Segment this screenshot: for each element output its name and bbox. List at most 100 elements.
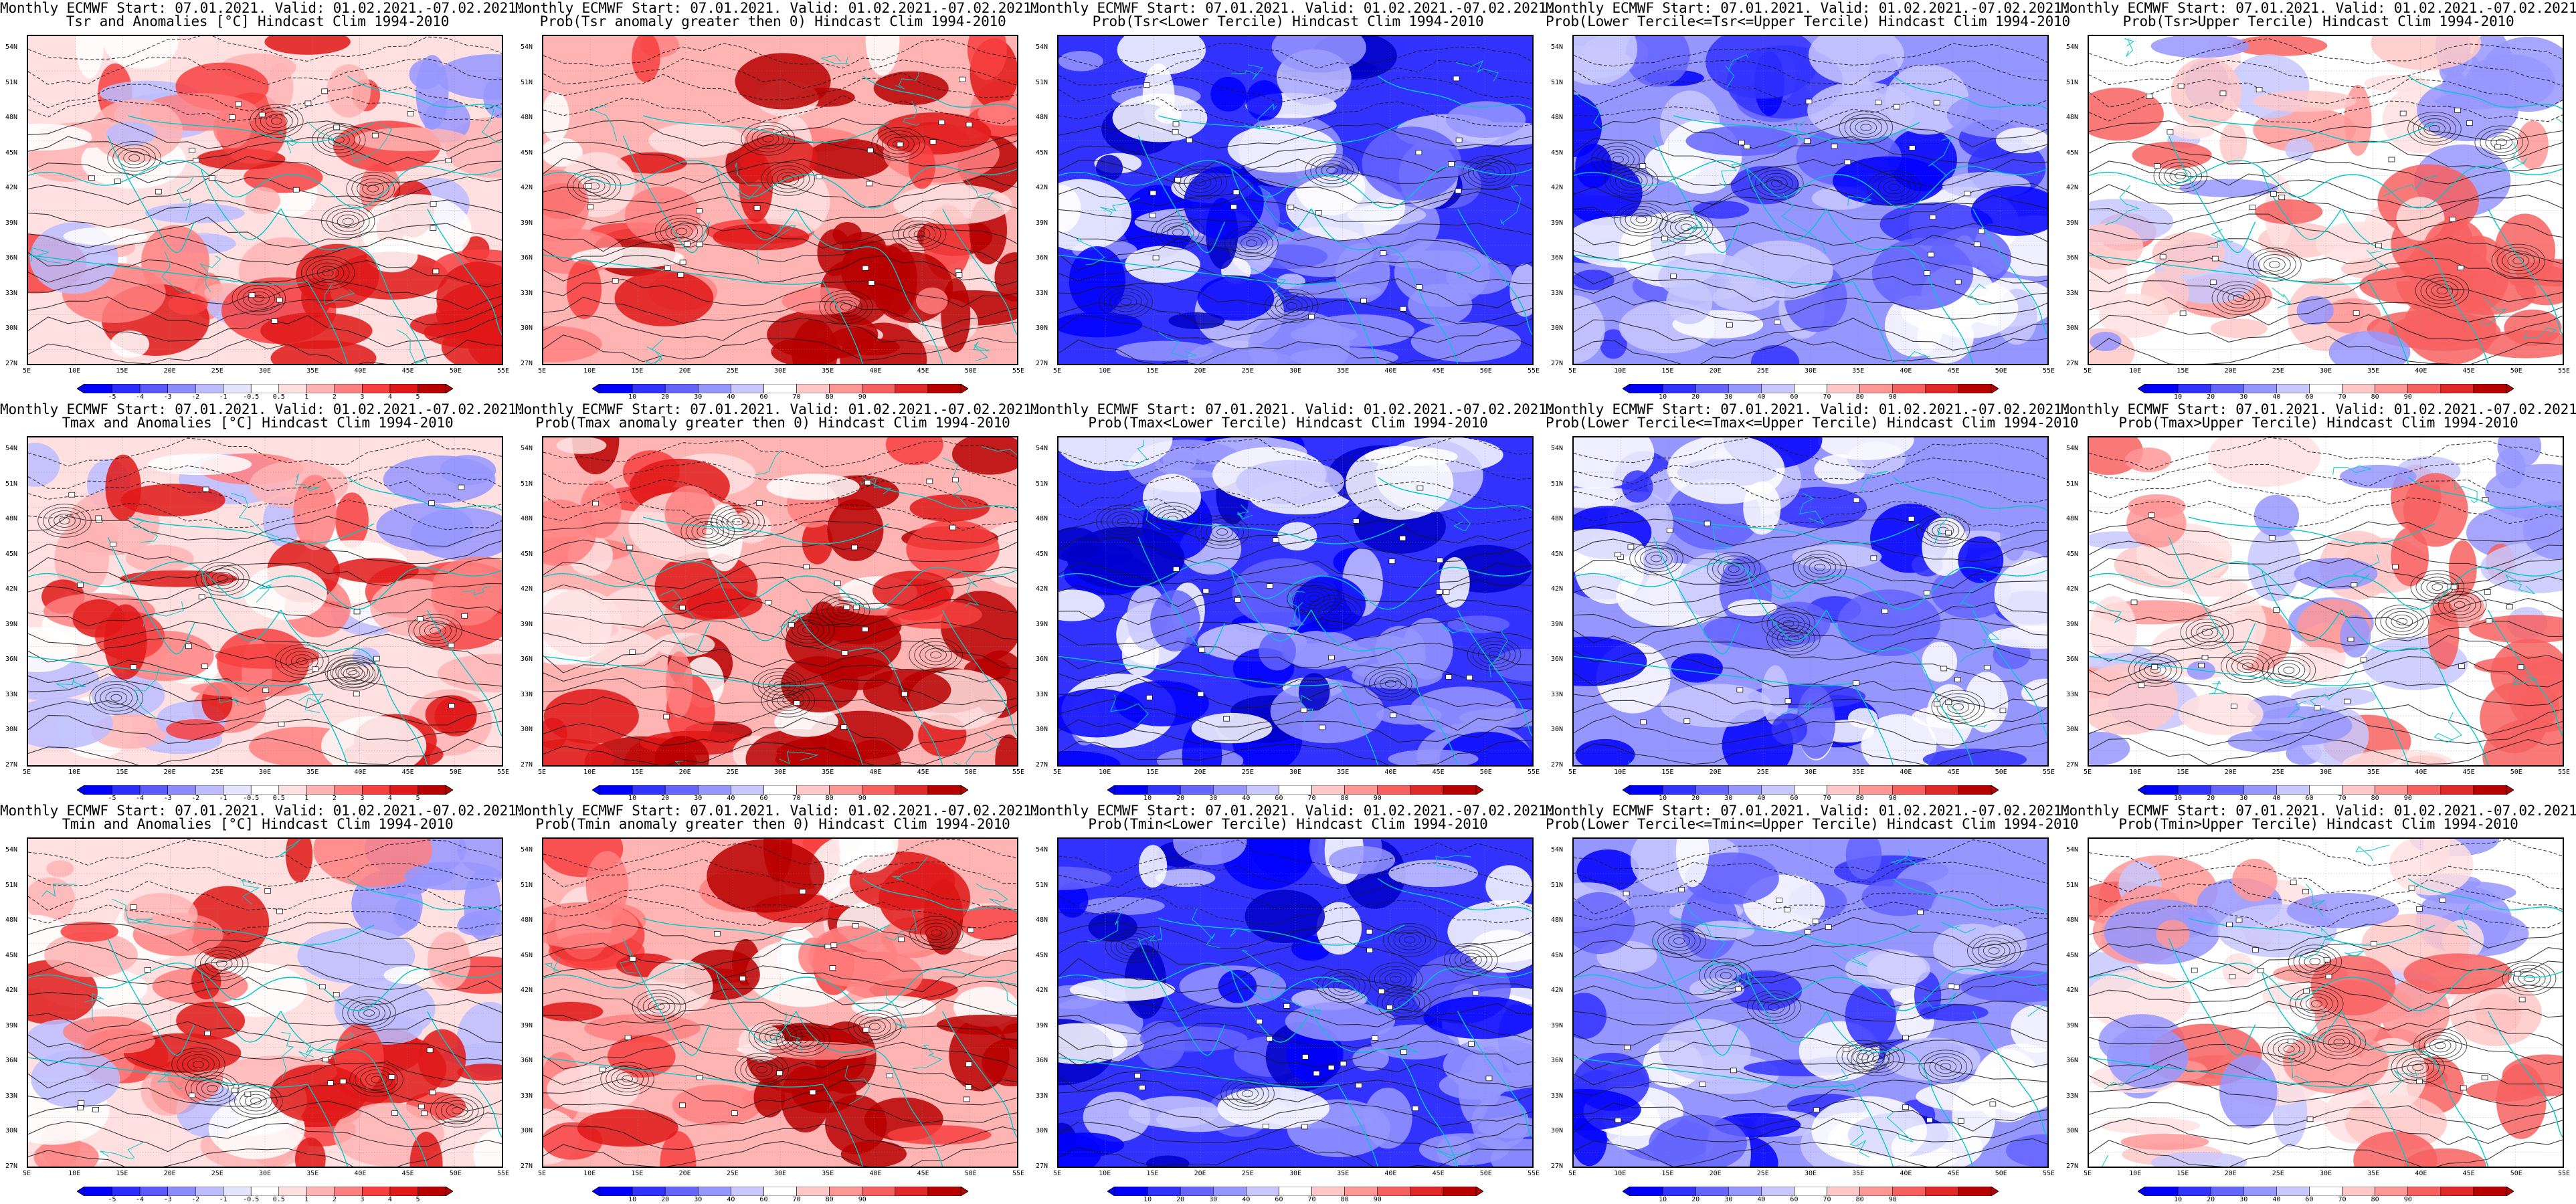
- colorbar-tick-label: -5: [108, 393, 116, 401]
- colorbar-tick-label: 40: [1757, 393, 1765, 401]
- longitude-label: 40E: [1900, 368, 1912, 375]
- colorbar-tick-label: 30: [1724, 1196, 1732, 1204]
- latitude-label: 30N: [1551, 726, 1563, 733]
- longitude-label: 45E: [1948, 368, 1960, 375]
- latitude-label: 30N: [2066, 726, 2078, 733]
- colorbar-swatch: [1761, 1187, 1794, 1196]
- longitude-label: 40E: [2415, 368, 2427, 375]
- latitude-label: 36N: [2066, 656, 2078, 663]
- colorbar-swatch: [279, 785, 307, 795]
- colorbar-labels: 10 20 30 40 60 70 80 90: [1623, 1196, 1999, 1204]
- longitude-label: 15E: [2177, 368, 2189, 375]
- colorbar-tick-label: 80: [826, 393, 834, 401]
- colorbar: [1623, 384, 1999, 393]
- colorbar-swatch: [1180, 785, 1213, 795]
- colorbar-swatch: [251, 1187, 279, 1196]
- colorbar-swatch: [1827, 1187, 1860, 1196]
- colorbar-swatch: [731, 785, 763, 795]
- colorbar-swatch: [1893, 785, 1926, 795]
- colorbar-swatch: [2211, 785, 2243, 795]
- colorbar-swatch: [632, 785, 665, 795]
- colorbar-swatch: [1794, 785, 1827, 795]
- colorbar-tick-label: -0.5: [243, 795, 259, 803]
- colorbar-tick-label: 30: [1724, 393, 1732, 401]
- latitude-label: 45N: [2066, 150, 2078, 157]
- longitude-label: 40E: [2415, 1171, 2427, 1177]
- longitude-label: 25E: [2272, 368, 2284, 375]
- colorbar-tick-label: -3: [164, 795, 172, 803]
- colorbar-swatch: [2375, 1187, 2408, 1196]
- latitude-label: 54N: [521, 847, 533, 854]
- colorbar-tick-label: 10: [2174, 795, 2182, 803]
- colorbar-tick-label: 70: [793, 393, 801, 401]
- colorbar-swatch: [306, 1187, 335, 1196]
- longitude-label: 55E: [1528, 368, 1540, 375]
- colorbar-tick-label: -5: [108, 795, 116, 803]
- colorbar-tick-label: 40: [2272, 393, 2280, 401]
- colorbar: [1107, 785, 1483, 795]
- colorbar-tick-label: -2: [191, 795, 199, 803]
- longitude-label: 40E: [869, 1171, 881, 1177]
- forecast-panel: Monthly ECMWF Start: 07.01.2021. Valid: …: [1546, 401, 2061, 803]
- colorbar-tick-label: 40: [2272, 1196, 2280, 1204]
- longitude-label: 45E: [2463, 769, 2475, 776]
- longitude-label: 25E: [1242, 769, 1254, 776]
- colorbar-swatch: [1827, 384, 1860, 393]
- colorbar-swatch: [251, 384, 279, 393]
- latitude-label: 42N: [1036, 185, 1048, 191]
- longitude-label: 10E: [2129, 1171, 2141, 1177]
- longitude-label: 40E: [1900, 769, 1912, 776]
- longitude-label: 55E: [1012, 769, 1024, 776]
- longitude-label: 15E: [116, 769, 128, 776]
- longitude-label: 50E: [1480, 1171, 1492, 1177]
- colorbar-tick-label: 5: [416, 393, 420, 401]
- colorbar-swatch: [1630, 384, 1663, 393]
- forecast-panel: Monthly ECMWF Start: 07.01.2021. Valid: …: [2061, 401, 2576, 803]
- colorbar-labels: 10 20 30 40 60 70 80 90: [1623, 393, 1999, 401]
- longitude-label: 50E: [2510, 1171, 2522, 1177]
- latitude-label: 45N: [2066, 952, 2078, 959]
- colorbar-swatch: [168, 785, 196, 795]
- longitude-label: 20E: [1710, 368, 1722, 375]
- colorbar-swatch: [1958, 1187, 1991, 1196]
- panel-title: Prob(Tsr anomaly greater then 0) Hindcas…: [515, 14, 1030, 29]
- colorbar-swatch: [1115, 785, 1147, 795]
- latitude-label: 30N: [521, 325, 533, 332]
- map-canvas: [28, 437, 502, 765]
- latitude-label: 48N: [2066, 516, 2078, 522]
- latitude-label: 54N: [2066, 445, 2078, 452]
- colorbar-tick-label: 60: [759, 393, 767, 401]
- longitude-label: 40E: [1384, 769, 1396, 776]
- longitude-label: 35E: [1337, 368, 1349, 375]
- colorbar-tick-label: 90: [858, 393, 866, 401]
- colorbar-swatch: [2309, 785, 2342, 795]
- colorbar-swatch: [2342, 384, 2375, 393]
- colorbar-swatch: [895, 384, 928, 393]
- colorbar-tick-label: 70: [1308, 1196, 1316, 1204]
- longitude-label: 25E: [211, 1171, 223, 1177]
- longitude-label: 50E: [1480, 769, 1492, 776]
- latitude-label: 48N: [521, 917, 533, 924]
- longitude-label: 35E: [822, 769, 834, 776]
- colorbar-swatch: [418, 785, 446, 795]
- latitude-label: 51N: [5, 481, 17, 488]
- colorbar-swatch: [731, 1187, 763, 1196]
- longitude-label: 20E: [2225, 368, 2237, 375]
- latitude-label: 54N: [2066, 847, 2078, 854]
- latitude-label: 30N: [1551, 325, 1563, 332]
- colorbar: [2138, 785, 2514, 795]
- colorbar-tick-label: 70: [793, 795, 801, 803]
- colorbar-swatch: [632, 384, 665, 393]
- colorbar-tick-label: 3: [360, 393, 364, 401]
- latitude-label: 39N: [1036, 220, 1048, 227]
- colorbar-tick-label: 80: [826, 1196, 834, 1204]
- latitude-label: 42N: [5, 987, 17, 994]
- latitude-label: 42N: [521, 586, 533, 593]
- colorbar-swatch: [390, 384, 418, 393]
- colorbar-tick-label: 10: [1659, 393, 1667, 401]
- colorbar-swatch: [279, 1187, 307, 1196]
- longitude-label: 40E: [1384, 1171, 1396, 1177]
- longitude-label: 20E: [1710, 1171, 1722, 1177]
- colorbar-swatch: [1663, 384, 1695, 393]
- latitude-label: 27N: [2066, 361, 2078, 367]
